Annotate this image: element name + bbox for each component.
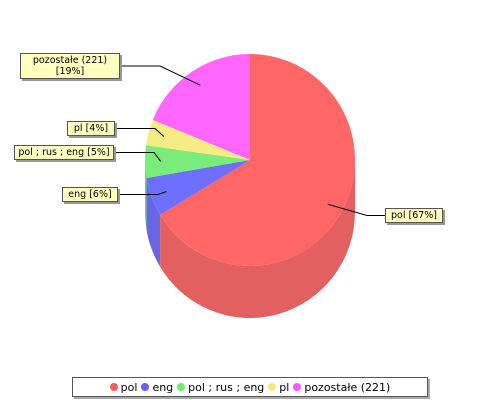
slice-label: pol [67%] (385, 208, 443, 223)
leader-line (120, 65, 201, 86)
slice-side (145, 160, 147, 231)
legend-label: pl (279, 380, 290, 394)
legend-label: pozostałe (221) (304, 380, 391, 394)
leader-line (114, 152, 162, 162)
legend-item: pol ; rus ; eng (177, 381, 264, 394)
legend-swatch (268, 383, 277, 391)
legend-item: eng (141, 381, 173, 394)
slice-label: pozostałe (221) [19%] (20, 53, 120, 79)
legend-item: pl (268, 381, 289, 394)
slice (146, 119, 250, 160)
legend: pol eng pol ; rus ; eng pl pozostałe (221) (72, 377, 428, 397)
legend-label: pol ; rus ; eng (188, 380, 265, 394)
leader-line (327, 203, 385, 216)
legend-item: pol (109, 380, 138, 394)
slice-side (146, 178, 161, 267)
leader-line (118, 191, 167, 195)
legend-swatch (177, 383, 186, 391)
slice-label: pol ; rus ; eng [5%] (14, 145, 114, 160)
slice (145, 145, 250, 179)
slice-label: eng [6%] (62, 187, 118, 202)
legend-swatch (109, 383, 118, 391)
legend-label: eng (152, 380, 174, 394)
slice (146, 160, 250, 215)
legend-swatch (141, 383, 150, 391)
slice (160, 54, 355, 266)
legend-label: pol (120, 380, 138, 394)
slice-side (160, 160, 355, 319)
leader-line (115, 128, 165, 137)
legend-swatch (293, 383, 302, 391)
legend-item: pozostałe (221) (293, 381, 390, 394)
slice (152, 54, 250, 160)
slice-label: pl [4%] (67, 121, 115, 136)
